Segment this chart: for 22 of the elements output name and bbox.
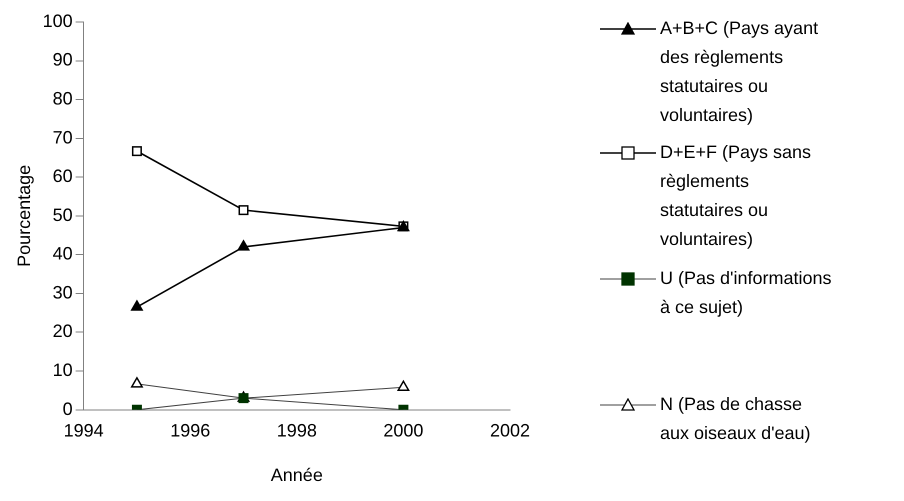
y-tick-label: 60	[52, 166, 73, 186]
y-tick-label: 40	[52, 244, 73, 264]
y-tick-label: 0	[62, 398, 73, 419]
x-tick-label: 1994	[64, 420, 104, 441]
y-tick-label: 20	[52, 321, 73, 342]
y-tick-label: 30	[52, 282, 73, 302]
y-tick-label: 90	[52, 50, 73, 70]
legend-label: D+E+F (Pays sans règlements statutaires ou voluntaires)	[660, 141, 812, 251]
y-tick-label: 100	[42, 10, 73, 31]
y-axis-title: Pourcentage	[14, 164, 34, 267]
legend-label: A+B+C (Pays ayant des règlements statutaires ou voluntaires)	[660, 17, 820, 127]
y-tick-label: 10	[52, 360, 73, 380]
legend-label: U (Pas d'informations à ce sujet)	[660, 267, 832, 319]
legend-label: N (Pas de chasse aux oiseaux d'eau)	[660, 393, 812, 445]
x-tick-label: 2000	[383, 420, 424, 441]
y-tick-label: 80	[52, 88, 73, 109]
x-tick-label: 2002	[490, 420, 530, 441]
y-tick-label: 70	[52, 127, 73, 148]
y-tick-label: 50	[52, 204, 73, 225]
x-tick-label: 1996	[170, 420, 210, 441]
x-tick-label: 1998	[276, 420, 317, 441]
x-axis-title: Année	[270, 465, 323, 486]
